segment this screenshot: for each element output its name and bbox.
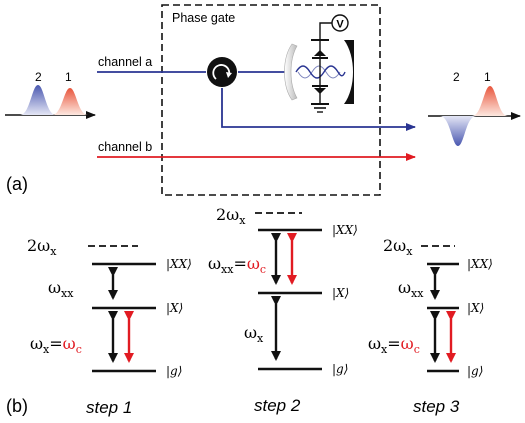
circulator — [207, 57, 237, 87]
step-3-lower-gap: ωx=ωc — [368, 334, 420, 356]
cavity: V — [284, 14, 354, 113]
step-1-diagram: 2ωx |XX⟩ |X⟩ |g⟩ ωxx ωx=ωc step 1 — [27, 236, 192, 417]
voltage-source-label: V — [336, 19, 344, 31]
step-1-caption: step 1 — [86, 398, 132, 417]
step-2-upper-gap: ωxx=ωc — [208, 254, 266, 276]
step-1-lower-gap: ωx=ωc — [30, 334, 82, 356]
input-pulse-2-label: 2 — [35, 70, 42, 84]
phase-gate-title: Phase gate — [172, 11, 235, 25]
step-2-g-label: |g⟩ — [332, 362, 348, 376]
step-2-diagram: 2ωx |XX⟩ |X⟩ |g⟩ ωxx=ωc ωx step 2 — [208, 205, 358, 415]
step-3-x-label: |X⟩ — [467, 301, 484, 315]
step-2-xx-label: |XX⟩ — [332, 223, 358, 237]
output-pulses: 2 1 — [428, 70, 521, 146]
input-pulse-2 — [20, 85, 56, 115]
step-3-g-label: |g⟩ — [467, 364, 483, 378]
panel-b: (b) 2ωx |XX⟩ |X⟩ |g⟩ ωxx ωx=ωc step 1 2ω… — [6, 205, 493, 417]
step-2-x-label: |X⟩ — [332, 286, 349, 300]
output-pulse-2-label: 2 — [453, 70, 460, 84]
output-pulse-1-label: 1 — [484, 70, 491, 84]
channel-a-output-line — [221, 88, 416, 131]
circulator-arrow-icon — [212, 64, 231, 80]
gate-wire-top — [319, 22, 332, 40]
channel-a-label: channel a — [98, 55, 152, 69]
cavity-field-wave — [295, 65, 346, 79]
step-3-xx-label: |XX⟩ — [467, 257, 493, 271]
circulator-arrowhead-icon — [226, 72, 232, 78]
cavity-left-mirror — [284, 43, 298, 101]
input-pulse-1 — [52, 88, 88, 115]
step-2-lower-gap: ωx — [244, 323, 264, 345]
output-pulse-1 — [472, 86, 508, 116]
panel-a-label: (a) — [6, 174, 28, 194]
circulator-body — [207, 57, 237, 87]
phase-gate-box — [161, 4, 381, 196]
input-pulses: 2 1 — [5, 70, 96, 119]
step-1-upper-gap: ωxx — [48, 278, 74, 300]
output-pulse-2 — [440, 116, 476, 146]
step-1-x-label: |X⟩ — [166, 301, 183, 315]
step-3-upper-gap: ωxx — [398, 278, 424, 300]
gate-diode-top-icon — [314, 50, 326, 56]
channel-b-label: channel b — [98, 140, 152, 154]
step-1-g-label: |g⟩ — [166, 364, 182, 378]
panel-a: 2 1 Phase gate channel a V — [5, 4, 521, 196]
step-1-xx-label: |XX⟩ — [166, 257, 192, 271]
cavity-field-wave-2 — [297, 65, 341, 79]
step-3-diagram: 2ωx |XX⟩ |X⟩ |g⟩ ωxx ωx=ωc step 3 — [368, 236, 493, 416]
panel-b-label: (b) — [6, 396, 28, 416]
cavity-right-mirror — [344, 40, 354, 104]
step-3-top-energy: 2ωx — [383, 236, 413, 258]
step-1-top-energy: 2ωx — [27, 236, 57, 258]
step-2-top-energy: 2ωx — [216, 205, 246, 227]
input-pulse-1-label: 1 — [65, 70, 72, 84]
gate-diode-bottom-icon — [314, 88, 326, 94]
step-2-caption: step 2 — [254, 396, 301, 415]
step-3-caption: step 3 — [413, 397, 460, 416]
